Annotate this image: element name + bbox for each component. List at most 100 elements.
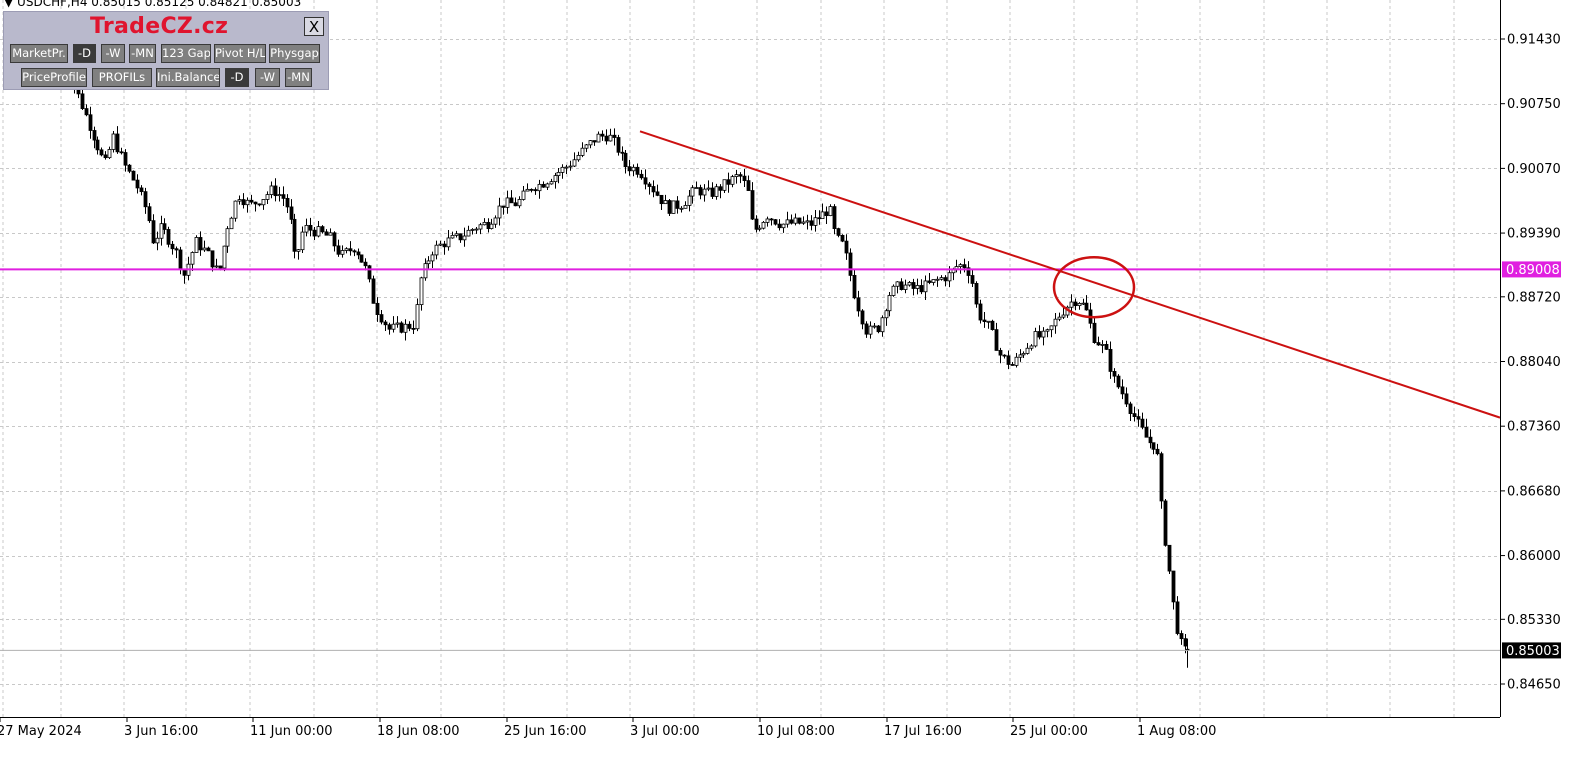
candle-body — [895, 281, 900, 287]
horizontal-level-tag — [1502, 261, 1561, 278]
candle — [505, 190, 510, 214]
candle — [620, 146, 625, 161]
candle — [564, 164, 569, 175]
candle-body — [694, 187, 699, 189]
candle — [915, 278, 920, 295]
candle-body — [832, 206, 837, 230]
candle — [734, 169, 739, 184]
x-tick-label: 3 Jun 16:00 — [124, 724, 198, 739]
marketpr-button[interactable]: MarketPr. — [10, 44, 68, 63]
candle-body — [458, 233, 463, 241]
candle-body — [375, 302, 380, 315]
candle-body — [679, 207, 684, 210]
candle-body — [320, 226, 325, 233]
candle-body — [222, 245, 227, 269]
candle — [482, 218, 487, 226]
candle-body — [761, 221, 766, 229]
candle — [1002, 354, 1007, 359]
candle-body — [1136, 416, 1141, 420]
candle-body — [387, 324, 392, 330]
candle-body — [868, 325, 873, 335]
candle-body — [292, 218, 297, 252]
priceprofile-button[interactable]: PriceProfile — [21, 68, 87, 87]
ini-balance-button[interactable]: Ini.Balance — [156, 68, 220, 87]
profils-button[interactable]: PROFILs — [92, 68, 152, 87]
candle — [773, 219, 778, 226]
candle-body — [281, 194, 286, 199]
candle — [690, 185, 695, 204]
candle-body — [750, 190, 755, 220]
candle — [1171, 570, 1176, 610]
pivot-hl-button[interactable]: Pivot H/L — [214, 44, 266, 63]
candle — [497, 197, 502, 226]
candle-body — [765, 218, 770, 223]
gap-123-button[interactable]: 123 Gap — [161, 44, 211, 63]
candle-body — [947, 272, 952, 282]
candle — [549, 178, 554, 185]
candle — [1061, 307, 1066, 320]
physgap-button[interactable]: Physgap — [269, 44, 320, 63]
candle-body — [257, 203, 262, 206]
candle — [320, 225, 325, 234]
candle-body — [777, 223, 782, 229]
axes: 0.91430 0.90750 0.90070 0.89390 0.88720 0.880… — [0, 0, 1561, 739]
candle-body — [710, 187, 715, 197]
candle-body — [887, 295, 892, 312]
candle — [604, 129, 609, 145]
candle — [281, 186, 286, 206]
candle — [580, 142, 585, 158]
y-tick-label: 0.87360 — [1507, 420, 1561, 435]
candle — [1025, 342, 1030, 355]
candle — [316, 220, 321, 238]
candle-body — [734, 174, 739, 178]
candle — [754, 215, 759, 233]
candle-body — [285, 197, 290, 208]
candle — [84, 104, 89, 117]
candle — [147, 202, 152, 223]
candle-body — [781, 223, 786, 229]
candle-body — [1081, 302, 1086, 305]
y-tick-label: 0.84650 — [1507, 678, 1561, 693]
inibalance-w-button[interactable]: -W — [255, 68, 280, 87]
close-button[interactable]: X — [304, 17, 324, 36]
candle — [584, 143, 589, 153]
y-tick-label: 0.88040 — [1507, 355, 1561, 370]
candle-body — [911, 282, 916, 289]
candle-body — [1073, 301, 1078, 307]
candle-body — [1049, 325, 1054, 331]
candle-body — [730, 176, 735, 185]
candle-body — [623, 152, 628, 168]
candle-body — [773, 219, 778, 225]
candle — [1108, 341, 1113, 379]
candle-body — [549, 181, 554, 185]
candle-body — [1037, 331, 1042, 338]
candle-body — [450, 234, 455, 239]
candle-body — [88, 114, 93, 131]
candle-body — [1014, 356, 1019, 366]
candle-body — [958, 264, 963, 267]
candle — [537, 179, 542, 199]
candle-body — [923, 280, 928, 293]
candle-body — [876, 325, 881, 333]
tradecz-panel: TradeCZ.cz X MarketPr. -D -W -MN 123 Gap… — [3, 11, 329, 90]
candle-body — [84, 108, 89, 116]
candle — [675, 196, 680, 214]
candle — [131, 170, 136, 181]
candle-body — [403, 323, 408, 333]
candle — [844, 234, 849, 260]
candle — [336, 239, 341, 257]
candle — [446, 230, 451, 251]
candle-body — [556, 171, 561, 176]
candle-body — [848, 252, 853, 276]
candle-body — [525, 188, 530, 192]
symbol-info: ▼ USDCHF,H4 0.85015 0.85125 0.84821 0.85… — [4, 0, 301, 9]
marketpr-d-button[interactable]: -D — [73, 44, 96, 63]
candle — [407, 321, 412, 332]
inibalance-mn-button[interactable]: -MN — [285, 68, 312, 87]
marketpr-mn-button[interactable]: -MN — [129, 44, 156, 63]
candle — [391, 316, 396, 333]
candle — [651, 180, 656, 198]
inibalance-d-button[interactable]: -D — [225, 68, 249, 87]
marketpr-w-button[interactable]: -W — [101, 44, 125, 63]
